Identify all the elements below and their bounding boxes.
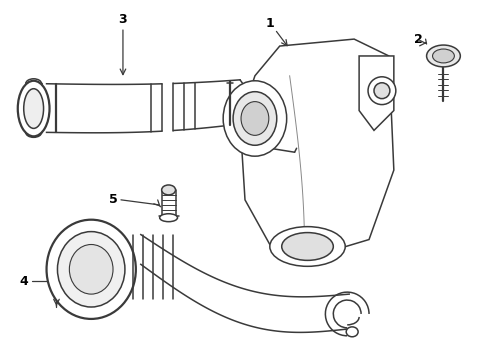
Ellipse shape xyxy=(223,81,287,156)
Ellipse shape xyxy=(270,227,345,266)
Text: 1: 1 xyxy=(266,17,274,30)
Ellipse shape xyxy=(433,49,454,63)
Ellipse shape xyxy=(162,185,175,195)
Ellipse shape xyxy=(57,231,125,307)
Ellipse shape xyxy=(427,45,460,67)
Ellipse shape xyxy=(24,89,44,129)
Ellipse shape xyxy=(47,220,136,319)
Ellipse shape xyxy=(70,244,113,294)
Ellipse shape xyxy=(241,102,269,135)
Ellipse shape xyxy=(233,92,277,145)
Ellipse shape xyxy=(368,77,396,105)
Ellipse shape xyxy=(282,233,333,260)
Ellipse shape xyxy=(160,214,177,222)
Text: 2: 2 xyxy=(414,33,423,46)
Ellipse shape xyxy=(346,327,358,337)
Ellipse shape xyxy=(374,83,390,99)
Polygon shape xyxy=(240,39,394,257)
Text: 4: 4 xyxy=(19,275,28,288)
Ellipse shape xyxy=(18,81,49,136)
Text: 5: 5 xyxy=(109,193,118,206)
Polygon shape xyxy=(359,56,394,130)
Text: 3: 3 xyxy=(119,13,127,26)
